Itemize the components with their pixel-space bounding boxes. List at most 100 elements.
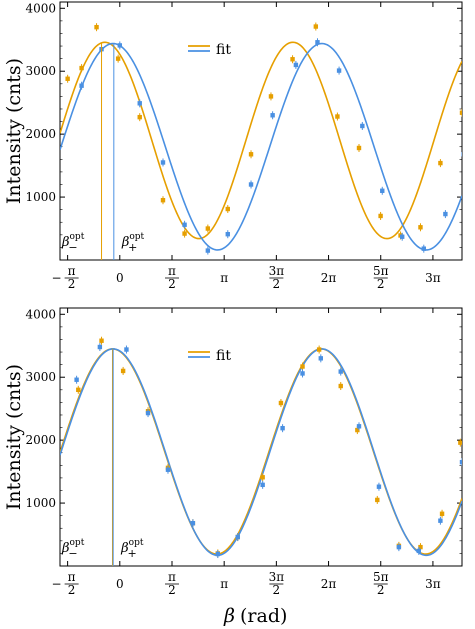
x-tick-label: π xyxy=(220,271,228,285)
data-point-orange xyxy=(94,24,99,30)
data-point-blue xyxy=(215,551,221,557)
data-point-orange xyxy=(459,110,462,115)
x-tick-label-numerator: 3π xyxy=(269,264,285,278)
x-tick-label-numerator: 5π xyxy=(373,570,389,584)
x-tick-label-minus: − xyxy=(52,271,62,285)
data-point-blue xyxy=(315,40,320,45)
x-tick-label: π xyxy=(220,577,228,591)
x-tick-label-denominator: 2 xyxy=(377,583,385,597)
data-point-orange xyxy=(115,56,121,61)
x-tick-label-denominator: 2 xyxy=(273,277,281,291)
data-point-blue xyxy=(190,521,196,526)
data-point-orange xyxy=(225,206,230,212)
data-point-blue xyxy=(438,518,443,523)
y-tick-label: 1000 xyxy=(25,190,56,204)
data-point-orange xyxy=(418,225,423,230)
data-point-orange xyxy=(79,65,84,71)
data-point-blue xyxy=(165,467,171,472)
data-point-blue xyxy=(380,188,385,193)
x-tick-label-denominator: 2 xyxy=(377,277,385,291)
data-point-orange xyxy=(338,383,343,389)
data-point-orange xyxy=(268,94,274,99)
x-tick-label-numerator: π xyxy=(68,264,76,278)
optimum-label: βopt − xyxy=(61,538,85,560)
data-point-blue xyxy=(124,347,129,352)
data-point-blue xyxy=(137,101,142,106)
data-point-orange xyxy=(438,160,443,166)
y-tick-label: 1000 xyxy=(25,496,56,510)
data-point-blue xyxy=(270,113,275,118)
data-point-orange xyxy=(65,76,70,81)
y-axis-label: Intensity (cnts) xyxy=(3,58,25,204)
data-point-blue xyxy=(376,484,382,489)
data-point-orange xyxy=(300,364,305,369)
data-point-blue xyxy=(225,232,230,237)
x-tick-label: 2π xyxy=(321,577,337,591)
optimum-label: βopt + xyxy=(121,232,145,254)
data-point-orange xyxy=(335,114,340,119)
data-point-blue xyxy=(356,424,362,429)
plot-frame xyxy=(59,307,463,567)
y-tick-label: 3000 xyxy=(25,64,56,78)
x-tick-label-numerator: π xyxy=(168,264,176,278)
x-tick-label-denominator: 2 xyxy=(68,277,76,291)
x-tick-label: 0 xyxy=(116,271,124,285)
data-point-blue xyxy=(396,544,402,550)
data-point-orange xyxy=(378,213,383,219)
data-point-blue xyxy=(79,83,84,88)
data-point-orange xyxy=(137,114,142,120)
data-point-orange xyxy=(375,497,380,503)
data-point-blue xyxy=(248,182,254,187)
plot-area xyxy=(60,22,462,260)
data-point-orange xyxy=(205,226,211,231)
data-point-orange xyxy=(76,387,81,393)
data-point-blue xyxy=(160,160,166,165)
plot-area xyxy=(60,336,462,566)
data-point-blue xyxy=(421,246,426,251)
data-point-blue xyxy=(459,459,462,465)
data-point-orange xyxy=(290,57,295,62)
optimum-label: βopt + xyxy=(120,538,144,560)
data-point-orange xyxy=(355,427,360,433)
y-tick-label: 4000 xyxy=(25,1,56,15)
y-tick-label: 3000 xyxy=(25,370,56,384)
data-point-blue xyxy=(399,234,405,239)
data-point-blue xyxy=(293,62,299,68)
data-point-blue xyxy=(280,425,285,431)
y-tick-label: 2000 xyxy=(25,433,56,447)
data-point-orange xyxy=(278,400,284,406)
data-point-orange xyxy=(313,24,319,29)
data-point-orange xyxy=(182,231,187,236)
data-point-blue xyxy=(318,356,324,361)
data-point-orange xyxy=(439,511,445,516)
data-point-orange xyxy=(260,475,265,480)
data-point-blue xyxy=(235,534,240,540)
fit-curve-orange xyxy=(60,348,462,555)
y-tick-label: 4000 xyxy=(25,307,56,321)
y-axis-label: Intensity (cnts) xyxy=(3,364,25,510)
x-tick-label-numerator: π xyxy=(68,570,76,584)
x-axis-label-symbol: β xyxy=(223,605,235,627)
fit-curve-blue xyxy=(60,348,462,557)
x-tick-label-denominator: 2 xyxy=(68,583,76,597)
x-axis-label-unit: (rad) xyxy=(240,605,287,627)
x-tick-label-denominator: 2 xyxy=(168,277,176,291)
data-point-blue xyxy=(145,410,151,416)
x-tick-label-numerator: 3π xyxy=(269,570,285,584)
data-point-orange xyxy=(160,198,166,203)
data-point-blue xyxy=(260,482,265,488)
data-point-blue xyxy=(205,248,211,253)
data-point-orange xyxy=(458,440,462,445)
legend-label: fit xyxy=(216,42,231,58)
data-point-blue xyxy=(97,344,103,350)
x-tick-label-denominator: 2 xyxy=(273,583,281,597)
data-point-blue xyxy=(74,377,79,382)
data-point-orange xyxy=(99,338,104,343)
x-tick-label: 2π xyxy=(321,271,337,285)
data-point-blue xyxy=(117,43,123,48)
data-point-blue xyxy=(360,123,365,129)
